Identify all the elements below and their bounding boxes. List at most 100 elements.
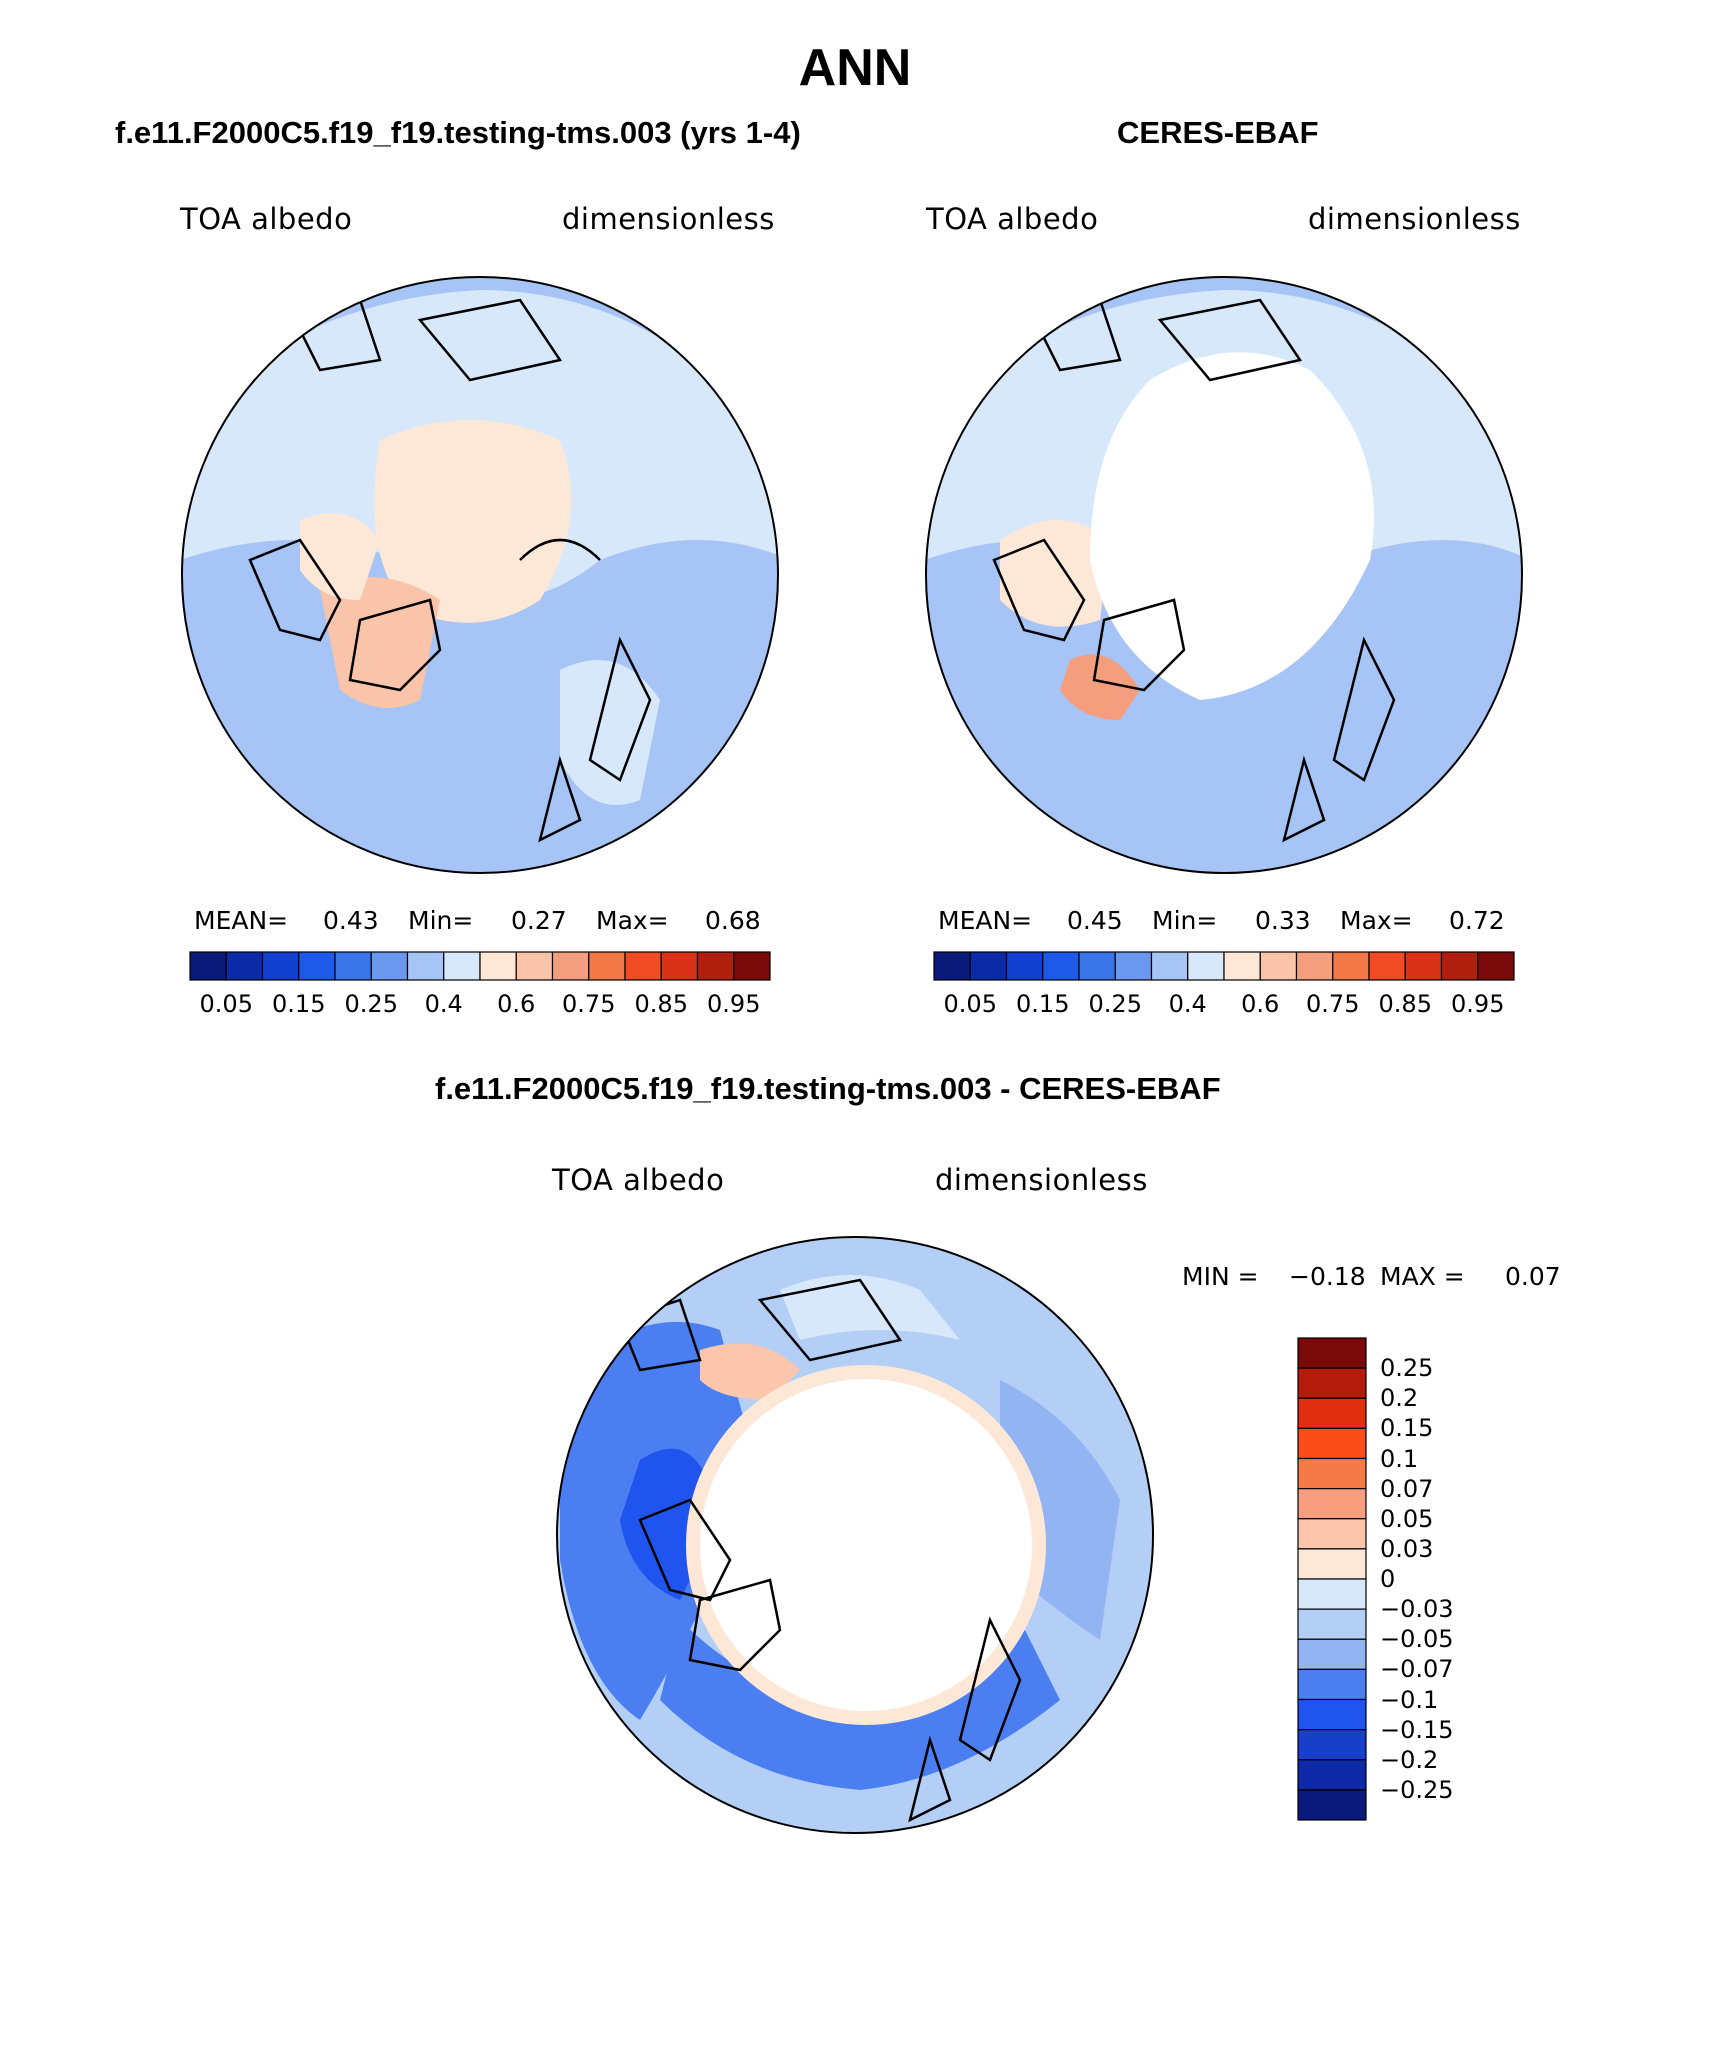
colorbar-swatch: [1150, 951, 1189, 981]
colorbar-tick-label: 0.85: [1378, 990, 1432, 1018]
colorbar-swatch: [933, 951, 971, 981]
panel2-max-label: Max=: [1340, 906, 1413, 935]
map-contour-region: [374, 420, 572, 623]
colorbar-tick-label: 0.15: [272, 990, 326, 1018]
colorbar-swatch: [588, 951, 626, 981]
colorbar-swatch: [1297, 1638, 1367, 1670]
colorbar-swatch: [1404, 951, 1443, 981]
panel2-mean-value: 0.45: [1067, 906, 1123, 935]
map-coastlines: [638, 1498, 1022, 1823]
colorbar-tick-label: −0.05: [1380, 1625, 1454, 1654]
colorbar-swatch: [1114, 951, 1153, 981]
panel1-max-value: 0.68: [705, 906, 761, 935]
panel2-min-label: Min=: [1152, 906, 1218, 935]
colorbar-tick-label: 0.25: [1088, 990, 1142, 1018]
colorbar-tick-label: 0.75: [1306, 990, 1360, 1018]
colorbar-swatch: [1005, 951, 1044, 981]
colorbar-swatch: [1297, 1457, 1367, 1490]
colorbar-tick-label: −0.25: [1380, 1775, 1454, 1804]
colorbar-swatch: [406, 951, 445, 981]
colorbar-swatch: [1297, 1789, 1367, 1821]
colorbar-swatch: [1297, 1367, 1367, 1399]
panel2-mean-label: MEAN=: [938, 906, 1033, 935]
colorbar-swatch: [733, 951, 771, 981]
panel1-mean-label: MEAN=: [194, 906, 289, 935]
colorbar-tick-label: −0.15: [1380, 1715, 1454, 1744]
map-contour-region: [300, 513, 380, 600]
obs-albedo-map: [926, 277, 1522, 873]
colorbar-difference: [1297, 1337, 1367, 1821]
model-albedo-map: [182, 277, 778, 873]
colorbar-swatch: [1297, 1608, 1367, 1640]
panel2-min-value: 0.33: [1255, 906, 1311, 935]
colorbar-tick-label: 0.95: [707, 990, 761, 1018]
colorbar-swatch: [1295, 951, 1334, 981]
map-contour-region: [560, 660, 660, 805]
diff-units: dimensionless: [935, 1163, 1148, 1197]
colorbar-tick-label: 0.4: [424, 990, 463, 1018]
colorbar-tick-label: 0.6: [497, 990, 536, 1018]
map-border: [181, 276, 779, 874]
colorbar-tick-label: 0.6: [1241, 990, 1280, 1018]
diff-max-value: 0.07: [1505, 1262, 1561, 1291]
colorbar-tick-label: −0.07: [1380, 1655, 1454, 1684]
colorbar-tick-label: 0.85: [634, 990, 688, 1018]
colorbar-swatch: [551, 951, 590, 981]
colorbar-swatch: [624, 951, 662, 981]
colorbar-tick-label: 0.25: [1380, 1354, 1434, 1383]
colorbar-swatch: [1187, 951, 1225, 981]
panel2-units: dimensionless: [1308, 202, 1521, 236]
colorbar-swatch: [189, 951, 227, 981]
diff-variable: TOA albedo: [552, 1163, 725, 1197]
colorbar-swatch: [443, 951, 481, 981]
colorbar-swatch: [1259, 951, 1298, 981]
colorbar-tick-label: 0.1: [1380, 1444, 1419, 1473]
colorbar-tick-label: 0.05: [1380, 1504, 1434, 1533]
panel1-min-label: Min=: [408, 906, 474, 935]
colorbar-swatch: [1297, 1668, 1367, 1701]
panel1-units: dimensionless: [562, 202, 775, 236]
colorbar-swatch: [1297, 1698, 1367, 1731]
colorbar-swatch: [1477, 951, 1515, 981]
colorbar-model: [189, 951, 771, 981]
map-contour-region: [780, 1275, 960, 1340]
colorbar-swatch: [1368, 951, 1406, 981]
panel1-max-label: Max=: [596, 906, 669, 935]
colorbar-swatch: [1297, 1397, 1367, 1429]
colorbar-tick-label: 0.25: [344, 990, 398, 1018]
colorbar-swatch: [1297, 1729, 1367, 1761]
panel2-variable: TOA albedo: [926, 202, 1099, 236]
colorbar-swatch: [1297, 1548, 1367, 1580]
diff-min-label: MIN =: [1182, 1262, 1259, 1291]
colorbar-swatch: [1042, 951, 1080, 981]
map-coastlines: [248, 538, 652, 843]
panel2-heading: CERES-EBAF: [1117, 115, 1319, 150]
map-border: [925, 276, 1523, 874]
colorbar-tick-label: −0.03: [1380, 1595, 1454, 1624]
map-contour-region: [1060, 654, 1140, 720]
diff-max-label: MAX =: [1380, 1262, 1465, 1291]
colorbar-swatch: [1297, 1759, 1367, 1791]
diff-min-value: −0.18: [1289, 1262, 1366, 1291]
colorbar-swatch: [1078, 951, 1116, 981]
colorbar-tick-label: 0.05: [199, 990, 253, 1018]
colorbar-tick-label: −0.1: [1380, 1685, 1439, 1714]
colorbar-swatch: [1297, 1518, 1367, 1550]
colorbar-swatch: [261, 951, 300, 981]
colorbar-tick-label: 0.75: [562, 990, 616, 1018]
colorbar-swatch: [1223, 951, 1261, 981]
colorbar-swatch: [298, 951, 336, 981]
map-coastlines: [992, 538, 1396, 843]
figure-title: ANN: [798, 39, 912, 97]
panel1-mean-value: 0.43: [323, 906, 379, 935]
colorbar-tick-label: 0.15: [1016, 990, 1070, 1018]
colorbar-obs: [933, 951, 1515, 981]
colorbar-tick-label: 0.2: [1380, 1384, 1419, 1413]
colorbar-swatch: [479, 951, 517, 981]
colorbar-tick-label: 0.05: [943, 990, 997, 1018]
colorbar-swatch: [334, 951, 372, 981]
colorbar-swatch: [696, 951, 735, 981]
colorbar-swatch: [1332, 951, 1370, 981]
colorbar-tick-label: −0.2: [1380, 1745, 1439, 1774]
